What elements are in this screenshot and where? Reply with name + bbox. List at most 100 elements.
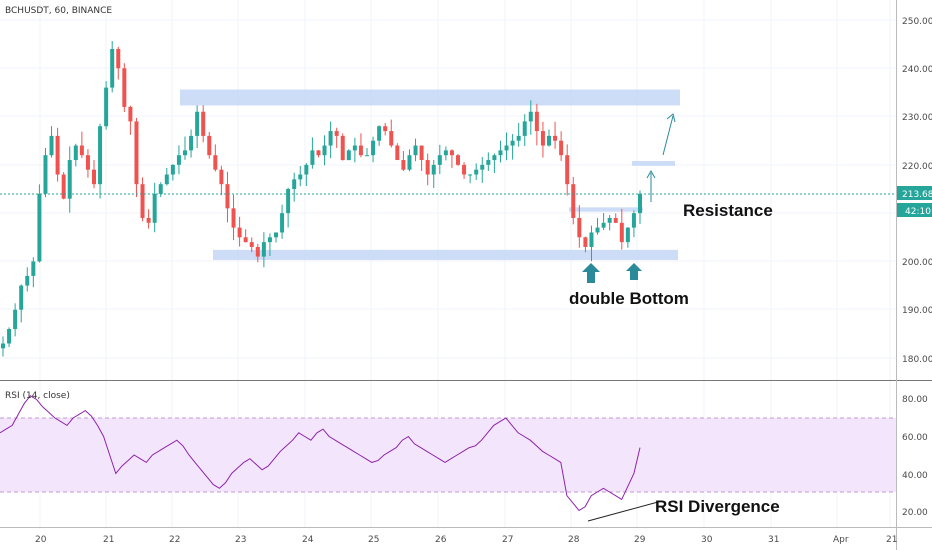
candle-body	[323, 146, 327, 156]
candle-body	[559, 141, 563, 155]
candle-body	[171, 165, 175, 175]
candle-body	[438, 155, 442, 165]
price-tick: 220.00	[902, 162, 932, 172]
candle-body	[244, 237, 248, 242]
candle-body	[462, 165, 466, 175]
candle-body	[608, 218, 612, 223]
rsi-tick: 60.00	[902, 433, 928, 443]
candle-body	[165, 175, 169, 185]
candle-body	[195, 112, 199, 136]
candle-body	[517, 136, 521, 141]
price-tick: 200.00	[902, 258, 932, 268]
candle-body	[450, 150, 454, 155]
price-tick: 240.00	[902, 65, 932, 75]
time-tick: 22	[169, 535, 180, 545]
candle-body	[365, 155, 369, 156]
symbol-header: BCHUSDT, 60, BINANCE	[5, 6, 112, 16]
current-price-value: 213.68	[902, 190, 932, 200]
candle-body	[565, 155, 569, 184]
candle-body	[274, 232, 278, 237]
resistance-annotation: Resistance	[683, 201, 773, 220]
candle-body	[638, 194, 642, 213]
candle-body	[153, 194, 157, 223]
rsi-tick: 20.00	[902, 508, 928, 518]
candle-body	[219, 170, 223, 184]
candle-body	[420, 146, 424, 160]
candle-body	[523, 121, 527, 135]
candle-body	[529, 112, 533, 122]
time-tick: 21	[103, 535, 114, 545]
candle-body	[589, 232, 593, 246]
candle-body	[250, 242, 254, 247]
time-tick: 30	[701, 535, 713, 545]
candle-body	[480, 165, 484, 170]
candle-body	[335, 131, 339, 136]
candle-body	[444, 150, 448, 155]
zone-rect	[632, 161, 675, 166]
candle-body	[468, 175, 472, 176]
candle-body	[31, 261, 35, 275]
candle-body	[213, 155, 217, 169]
candle-body	[329, 131, 333, 145]
candle-body	[280, 213, 284, 232]
time-tick: 27	[502, 535, 513, 545]
candle-body	[583, 237, 587, 247]
price-tick: 230.00	[902, 113, 932, 123]
candle-body	[547, 136, 551, 146]
time-tick: 21	[886, 535, 897, 545]
candle-body	[19, 286, 23, 310]
candle-countdown: 42:10	[905, 207, 931, 217]
time-tick: 20	[35, 535, 47, 545]
candle-body	[316, 150, 320, 155]
candle-body	[189, 136, 193, 150]
rsi-tick: 40.00	[902, 471, 928, 481]
candle-body	[43, 155, 47, 194]
candle-body	[571, 184, 575, 218]
candle-body	[486, 160, 490, 165]
zone-rect	[213, 250, 678, 260]
rsi-header: RSI (14, close)	[5, 391, 70, 401]
candle-body	[383, 126, 387, 131]
candle-body	[620, 223, 624, 242]
zone-rect	[180, 90, 680, 106]
candle-body	[389, 131, 393, 145]
time-tick: 23	[235, 535, 246, 545]
candle-body	[98, 126, 102, 184]
price-tick: 250.00	[902, 17, 932, 27]
candle-body	[128, 107, 132, 121]
candle-body	[535, 112, 539, 131]
candle-body	[238, 228, 242, 238]
candle-body	[92, 170, 96, 184]
candle-body	[134, 121, 138, 184]
candle-body	[37, 194, 41, 262]
candle-body	[632, 213, 636, 227]
candle-body	[141, 184, 145, 218]
price-tick: 180.00	[902, 355, 932, 365]
candle-body	[541, 131, 545, 145]
candle-body	[262, 242, 266, 256]
candle-body	[256, 247, 260, 257]
candle-body	[414, 146, 418, 156]
candle-body	[1, 344, 5, 349]
candle-body	[407, 155, 411, 169]
candle-body	[110, 49, 114, 88]
candle-body	[602, 223, 606, 228]
candle-body	[122, 68, 126, 107]
candle-body	[341, 136, 345, 160]
candle-body	[183, 150, 187, 155]
candle-body	[80, 146, 84, 156]
candle-body	[347, 150, 351, 160]
rsi-tick: 80.00	[902, 395, 928, 405]
candle-body	[577, 218, 581, 237]
candle-body	[498, 150, 502, 155]
candle-body	[74, 146, 78, 160]
candle-body	[268, 237, 272, 242]
candle-body	[68, 160, 72, 199]
time-tick: 26	[435, 535, 447, 545]
candle-body	[25, 276, 29, 286]
candle-body	[207, 136, 211, 155]
candle-body	[86, 155, 90, 169]
candle-body	[286, 189, 290, 213]
